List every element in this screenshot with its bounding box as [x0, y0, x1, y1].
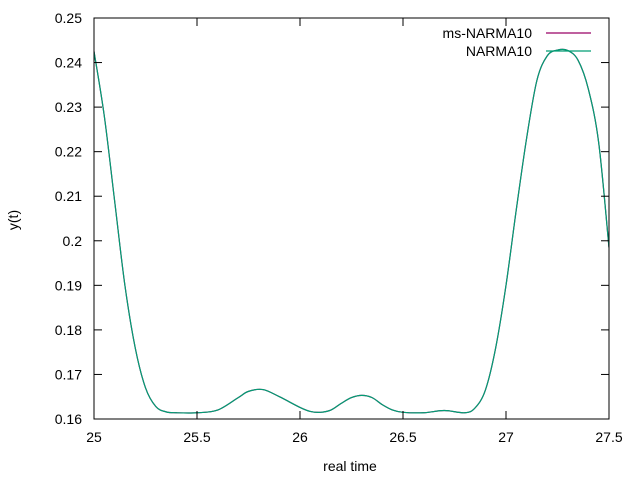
y-tick-label: 0.23	[55, 99, 82, 115]
series-layer	[94, 48, 609, 414]
x-axis-label: real time	[323, 458, 377, 474]
plot-frame	[93, 17, 610, 420]
legend-label: NARMA10	[466, 43, 532, 59]
legend: ms-NARMA10 NARMA10	[443, 25, 591, 59]
x-tick-label: 26	[292, 429, 308, 445]
y-axis: 0.16 0.17 0.18 0.19 0.2 0.21 0.22 0.23 0.24 0.25	[55, 10, 609, 427]
y-axis-label: y(t)	[5, 210, 21, 230]
y-tick-label: 0.16	[55, 411, 82, 427]
series-line-narma10	[94, 48, 609, 414]
y-tick-label: 0.22	[55, 144, 82, 160]
x-tick-label: 26.5	[389, 429, 416, 445]
x-tick-label: 27	[498, 429, 514, 445]
x-tick-label: 25.5	[183, 429, 210, 445]
y-tick-label: 0.17	[55, 366, 82, 382]
x-tick-label: 25	[86, 429, 102, 445]
y-tick-label: 0.19	[55, 277, 82, 293]
y-tick-label: 0.24	[55, 55, 82, 71]
legend-label: ms-NARMA10	[443, 25, 533, 41]
x-tick-label: 27.5	[595, 429, 622, 445]
y-tick-label: 0.25	[55, 10, 82, 26]
y-tick-label: 0.21	[55, 188, 82, 204]
x-axis: 25 25.5 26 26.5 27 27.5	[86, 18, 623, 445]
y-tick-label: 0.2	[63, 233, 83, 249]
y-tick-label: 0.18	[55, 322, 82, 338]
